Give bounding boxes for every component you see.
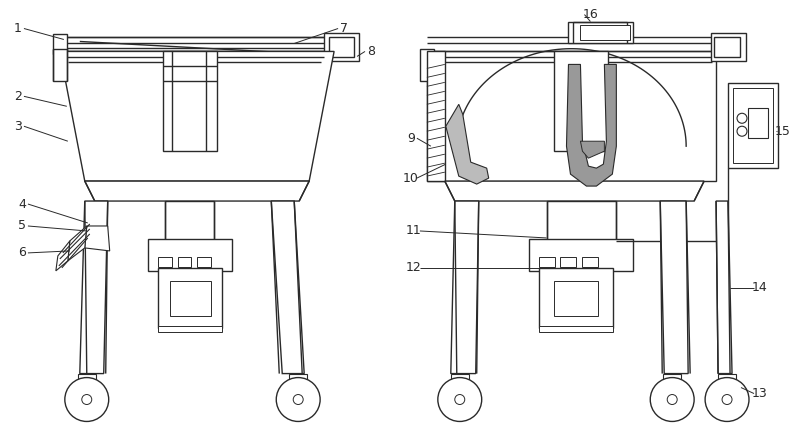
Bar	[163, 51, 217, 151]
Polygon shape	[85, 226, 110, 251]
Bar	[529, 239, 634, 271]
Bar	[329, 37, 354, 58]
Bar	[157, 268, 223, 328]
Circle shape	[82, 395, 92, 405]
Bar	[547, 201, 616, 241]
Text: 2: 2	[14, 90, 22, 103]
Bar	[53, 49, 67, 82]
Text: 8: 8	[367, 45, 375, 58]
Bar	[748, 108, 768, 138]
Polygon shape	[566, 65, 616, 186]
Bar	[164, 201, 214, 241]
Circle shape	[65, 378, 109, 422]
Text: 7: 7	[340, 22, 348, 35]
Bar	[157, 326, 223, 332]
Bar	[427, 51, 445, 181]
Bar	[539, 326, 613, 332]
Bar	[427, 51, 716, 181]
Bar	[198, 257, 212, 267]
Polygon shape	[445, 181, 704, 201]
Bar	[582, 257, 598, 267]
Circle shape	[722, 395, 732, 405]
Bar	[60, 37, 334, 51]
Bar	[581, 24, 630, 41]
Bar	[53, 34, 67, 54]
Polygon shape	[660, 201, 688, 374]
Polygon shape	[581, 141, 604, 158]
Bar	[718, 374, 736, 384]
Circle shape	[668, 395, 677, 405]
Bar	[157, 257, 171, 267]
Text: 12: 12	[406, 261, 422, 274]
Bar	[539, 257, 555, 267]
Text: 1: 1	[14, 22, 22, 35]
Polygon shape	[60, 51, 334, 181]
Text: 3: 3	[14, 120, 22, 133]
Text: 11: 11	[406, 225, 422, 238]
Text: 4: 4	[18, 198, 26, 211]
Circle shape	[705, 378, 749, 422]
Bar	[664, 374, 681, 384]
Bar	[554, 281, 598, 316]
Bar	[569, 21, 634, 44]
Polygon shape	[56, 241, 70, 271]
Polygon shape	[271, 201, 304, 374]
Bar	[170, 281, 212, 316]
Text: 16: 16	[582, 8, 598, 21]
Text: 14: 14	[752, 281, 768, 294]
Text: 9: 9	[407, 132, 415, 145]
Bar	[451, 374, 468, 384]
Bar	[148, 239, 232, 271]
Circle shape	[438, 378, 482, 422]
Text: 5: 5	[18, 219, 26, 232]
Circle shape	[737, 126, 747, 136]
Circle shape	[650, 378, 694, 422]
Circle shape	[276, 378, 320, 422]
Text: 15: 15	[775, 125, 790, 138]
Bar	[714, 37, 740, 58]
Text: 10: 10	[403, 172, 419, 184]
Circle shape	[293, 395, 303, 405]
Bar	[711, 34, 746, 61]
Polygon shape	[446, 104, 489, 184]
Bar	[554, 51, 608, 151]
Polygon shape	[451, 201, 479, 374]
Bar	[560, 257, 577, 267]
Bar	[733, 89, 773, 163]
Bar	[178, 257, 191, 267]
Polygon shape	[716, 201, 732, 374]
Polygon shape	[85, 181, 309, 201]
Polygon shape	[68, 226, 87, 261]
Bar	[324, 34, 359, 61]
Text: 6: 6	[18, 246, 26, 259]
Bar	[419, 49, 434, 82]
Circle shape	[455, 395, 465, 405]
Text: 13: 13	[752, 387, 768, 400]
Bar	[77, 374, 96, 384]
Circle shape	[737, 113, 747, 123]
Polygon shape	[80, 201, 107, 374]
Bar	[539, 268, 613, 328]
Bar	[728, 83, 778, 168]
Bar	[289, 374, 307, 384]
